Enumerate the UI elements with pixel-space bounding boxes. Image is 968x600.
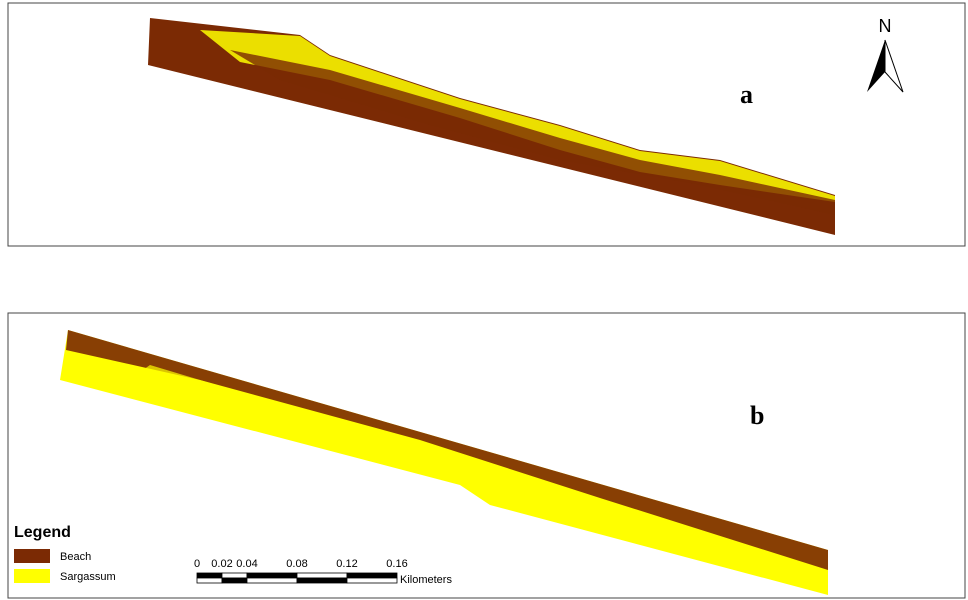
legend: Beach Sargassum	[14, 549, 116, 583]
legend-swatch	[14, 549, 50, 563]
scale-segment	[247, 573, 297, 578]
north-arrow	[885, 40, 903, 92]
panel-label: b	[750, 401, 764, 430]
legend-swatch	[14, 569, 50, 583]
scale-tick-label: 0	[194, 558, 200, 570]
scale-segment	[197, 578, 222, 583]
sargassum-area	[140, 365, 828, 580]
scale-segment	[247, 578, 297, 583]
scale-tick-label: 0.12	[336, 558, 357, 570]
scale-bar: 0 0.02 0.04 0.08 0.12 0.16 Kilometers	[194, 558, 453, 586]
map-figure: a b N Legend Beach Sargassum 0 0.02 0.04 0.0…	[0, 0, 968, 600]
scale-tick-label: 0.08	[286, 558, 307, 570]
beach-area	[230, 50, 835, 215]
north-arrow	[867, 40, 885, 92]
north-label: N	[879, 16, 892, 36]
legend-title: Legend	[14, 524, 71, 541]
sargassum-area	[200, 30, 835, 202]
scale-segment	[297, 573, 347, 578]
scale-segment	[222, 573, 247, 578]
scale-tick-label: 0.02	[211, 558, 232, 570]
scale-segment	[347, 578, 397, 583]
scale-unit: Kilometers	[400, 574, 452, 586]
panel-label: a	[740, 80, 753, 109]
scale-segment	[197, 573, 222, 578]
scale-segment	[347, 573, 397, 578]
legend-label: Sargassum	[60, 571, 116, 583]
legend-label: Beach	[60, 551, 91, 563]
scale-segment	[297, 578, 347, 583]
scale-segment	[222, 578, 247, 583]
scale-tick-label: 0.04	[236, 558, 257, 570]
scale-tick-label: 0.16	[386, 558, 407, 570]
